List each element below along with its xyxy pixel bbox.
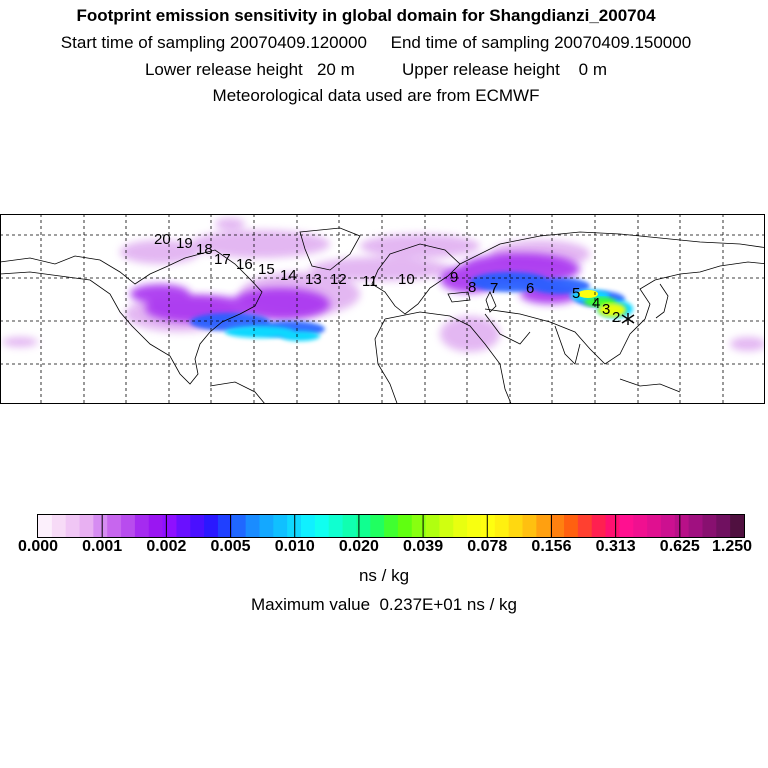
colorbar-units: ns / kg xyxy=(358,566,410,585)
colorbar-cell xyxy=(245,515,261,537)
trajectory-day-label: 18 xyxy=(196,241,213,258)
colorbar-cell xyxy=(591,515,607,537)
colorbar-cell xyxy=(176,515,191,537)
colorbar-cell xyxy=(564,515,579,537)
colorbar-cell xyxy=(508,515,524,537)
colorbar-cell xyxy=(397,515,413,537)
colorbar-cell xyxy=(328,515,344,537)
trajectory-day-label: 17 xyxy=(214,251,231,268)
colorbar-cell xyxy=(425,515,441,537)
colorbar-cell xyxy=(79,515,94,537)
trajectory-day-label: 13 xyxy=(305,271,322,288)
colorbar-tick-label: 0.000 xyxy=(17,538,59,555)
colorbar-tick-label: 0.156 xyxy=(531,538,572,555)
colorbar-cell xyxy=(550,515,565,537)
colorbar-cell xyxy=(162,515,178,537)
colorbar-tick-label: 0.001 xyxy=(82,538,123,555)
colorbar-cell xyxy=(314,515,330,537)
colorbar-cell xyxy=(702,515,717,537)
colorbar-cell xyxy=(148,515,164,537)
colorbar-cell xyxy=(38,515,53,537)
colorbar-tick-label: 0.313 xyxy=(595,538,636,555)
trajectory-day-label: 4 xyxy=(592,295,600,312)
colorbar-tick-label: 0.010 xyxy=(274,538,315,555)
colorbar-cell xyxy=(688,515,704,537)
colorbar-cell xyxy=(619,515,634,537)
station-marker xyxy=(621,313,635,325)
colorbar-cell xyxy=(217,515,233,537)
colorbar-cell xyxy=(453,515,468,537)
colorbar-cell xyxy=(231,515,247,537)
colorbar-cell xyxy=(467,515,482,537)
trajectory-day-label: 9 xyxy=(450,269,458,286)
colorbar-cell xyxy=(384,515,399,537)
trajectory-day-label: 16 xyxy=(236,256,253,273)
colorbar-cell xyxy=(65,515,81,537)
colorbar-cell xyxy=(134,515,150,537)
colorbar-tick-label: 0.002 xyxy=(146,538,187,555)
trajectory-day-label: 5 xyxy=(572,285,580,302)
trajectory-day-label: 2 xyxy=(612,309,620,326)
colorbar-tick-label: 0.005 xyxy=(210,538,251,555)
colorbar-tick-label: 0.078 xyxy=(467,538,508,555)
colorbar-tick-label: 0.039 xyxy=(403,538,444,555)
colorbar-cell xyxy=(51,515,67,537)
colorbar-cell xyxy=(674,515,690,537)
colorbar xyxy=(37,514,745,538)
colorbar-cell xyxy=(370,515,385,537)
trajectory-day-label: 3 xyxy=(602,301,610,318)
trajectory-day-label: 12 xyxy=(330,271,347,288)
footprint-hotspot xyxy=(578,290,626,317)
colorbar-cell xyxy=(411,515,427,537)
colorbar-cell xyxy=(93,515,108,537)
trajectory-day-label: 7 xyxy=(490,280,498,297)
colorbar-cell xyxy=(342,515,357,537)
colorbar-tick-label: 1.250 xyxy=(711,538,753,555)
colorbar-cell xyxy=(660,515,676,537)
colorbar-cell xyxy=(107,515,122,537)
trajectory-day-label: 20 xyxy=(154,231,171,248)
colorbar-cell xyxy=(522,515,537,537)
colorbar-cell xyxy=(121,515,136,537)
graticule xyxy=(0,214,765,404)
trajectory-day-label: 15 xyxy=(258,261,275,278)
colorbar-cell xyxy=(577,515,593,537)
colorbar-tick-label: 0.020 xyxy=(338,538,379,555)
colorbar-cell xyxy=(480,515,496,537)
colorbar-cell xyxy=(190,515,205,537)
map-frame xyxy=(0,214,765,404)
figure-title: Footprint emission sensitivity in global… xyxy=(76,6,656,25)
sampling-time-line: Start time of sampling 20070409.120000 E… xyxy=(60,33,692,52)
trajectory-day-label: 19 xyxy=(176,235,193,252)
colorbar-cell xyxy=(356,515,371,537)
colorbar-cell xyxy=(605,515,621,537)
trajectory-day-label: 14 xyxy=(280,267,297,284)
colorbar-cell xyxy=(439,515,454,537)
colorbar-cell xyxy=(730,515,745,537)
colorbar-tick-label: 0.625 xyxy=(659,538,700,555)
colorbar-cell xyxy=(716,515,731,537)
colorbar-cell xyxy=(536,515,551,537)
met-data-line: Meteorological data used are from ECMWF xyxy=(212,86,540,105)
release-height-line: Lower release height 20 m Upper release … xyxy=(144,60,608,79)
colorbar-cell xyxy=(301,515,316,537)
trajectory-day-label: 10 xyxy=(398,271,415,288)
colorbar-cell xyxy=(259,515,274,537)
colorbar-cell xyxy=(494,515,510,537)
colorbar-cell xyxy=(633,515,648,537)
trajectory-day-label: 8 xyxy=(468,279,476,296)
trajectory-day-label: 11 xyxy=(362,273,378,290)
colorbar-cell xyxy=(647,515,662,537)
colorbar-frame xyxy=(37,514,745,538)
colorbar-cell xyxy=(204,515,219,537)
colorbar-cell xyxy=(273,515,288,537)
maximum-value-text: Maximum value 0.237E+01 ns / kg xyxy=(251,595,517,614)
trajectory-day-label: 6 xyxy=(526,280,534,297)
